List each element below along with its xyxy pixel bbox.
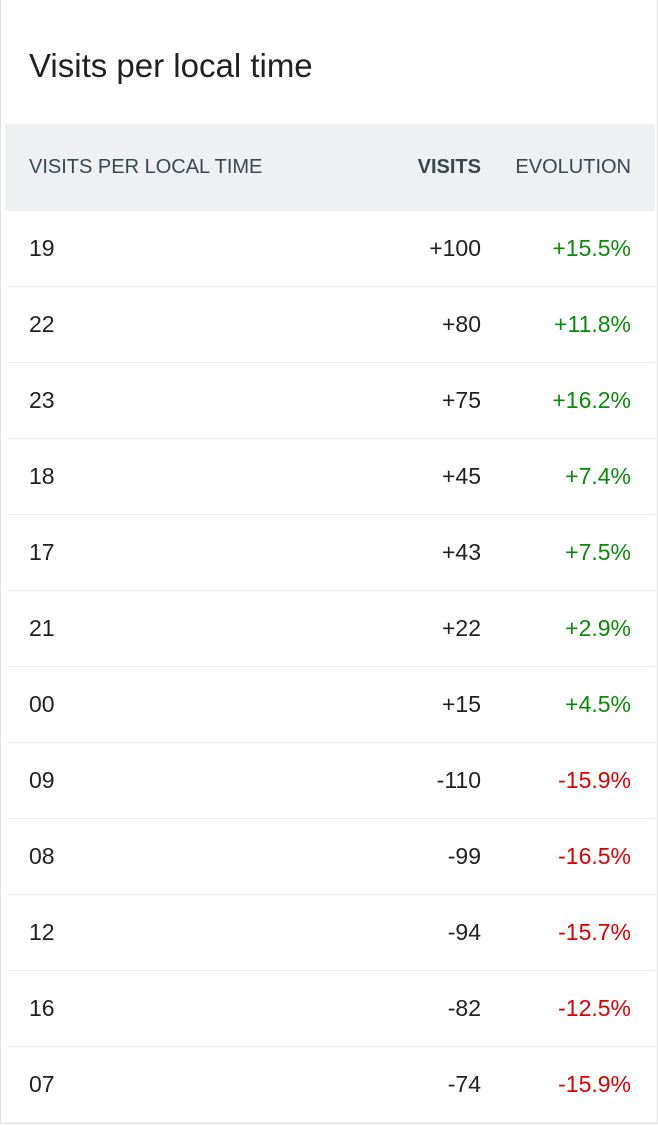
local-time-cell: 09 bbox=[5, 742, 359, 819]
local-time-cell: 18 bbox=[5, 438, 359, 515]
table-row: 12 -94 -15.7% bbox=[5, 894, 655, 971]
evolution-cell: -12.5% bbox=[481, 970, 655, 1047]
table-row: 22 +80 +11.8% bbox=[5, 286, 655, 363]
table-row: 00 +15 +4.5% bbox=[5, 666, 655, 743]
local-time-cell: 12 bbox=[5, 894, 359, 971]
local-time-cell: 07 bbox=[5, 1046, 359, 1123]
evolution-cell: +16.2% bbox=[481, 362, 655, 439]
table-row: 19 +100 +15.5% bbox=[5, 211, 655, 287]
visits-cell: +22 bbox=[359, 590, 481, 667]
card-title: Visits per local time bbox=[29, 47, 313, 84]
evolution-cell: +2.9% bbox=[481, 590, 655, 667]
table-body: 19 +100 +15.5% 22 +80 +11.8% 23 +75 +16.2% 18 +45 +… bbox=[5, 211, 655, 1123]
table-row: 09 -110 -15.9% bbox=[5, 742, 655, 819]
table-row: 23 +75 +16.2% bbox=[5, 362, 655, 439]
column-header[interactable]: VISITS PER LOCAL TIME bbox=[5, 124, 359, 211]
evolution-cell: +4.5% bbox=[481, 666, 655, 743]
local-time-cell: 08 bbox=[5, 818, 359, 895]
visits-cell: -110 bbox=[359, 742, 481, 819]
local-time-cell: 19 bbox=[5, 211, 359, 287]
evolution-cell: +15.5% bbox=[481, 211, 655, 287]
table-row: 16 -82 -12.5% bbox=[5, 970, 655, 1047]
evolution-cell: +7.5% bbox=[481, 514, 655, 591]
local-time-cell: 21 bbox=[5, 590, 359, 667]
evolution-cell: -16.5% bbox=[481, 818, 655, 895]
table-row: 08 -99 -16.5% bbox=[5, 818, 655, 895]
table-row: 17 +43 +7.5% bbox=[5, 514, 655, 591]
visits-cell: +45 bbox=[359, 438, 481, 515]
visits-cell: -74 bbox=[359, 1046, 481, 1123]
visits-cell: -82 bbox=[359, 970, 481, 1047]
table-row: 18 +45 +7.4% bbox=[5, 438, 655, 515]
visits-cell: +100 bbox=[359, 211, 481, 287]
local-time-cell: 22 bbox=[5, 286, 359, 363]
visits-cell: +80 bbox=[359, 286, 481, 363]
evolution-cell: +11.8% bbox=[481, 286, 655, 363]
visits-cell: +43 bbox=[359, 514, 481, 591]
visits-cell: -99 bbox=[359, 818, 481, 895]
local-time-cell: 00 bbox=[5, 666, 359, 743]
header-row: VISITS PER LOCAL TIME VISITS EVOLUTION bbox=[5, 124, 655, 211]
evolution-cell: -15.9% bbox=[481, 1046, 655, 1123]
table-row: 21 +22 +2.9% bbox=[5, 590, 655, 667]
visits-cell: +15 bbox=[359, 666, 481, 743]
report-table: VISITS PER LOCAL TIME VISITS EVOLUTION 19 +… bbox=[5, 124, 655, 1123]
local-time-cell: 16 bbox=[5, 970, 359, 1047]
visits-cell: -94 bbox=[359, 894, 481, 971]
local-time-cell: 23 bbox=[5, 362, 359, 439]
evolution-cell: -15.9% bbox=[481, 742, 655, 819]
local-time-cell: 17 bbox=[5, 514, 359, 591]
column-header[interactable]: EVOLUTION bbox=[481, 124, 655, 211]
table-row: 07 -74 -15.9% bbox=[5, 1046, 655, 1123]
visits-cell: +75 bbox=[359, 362, 481, 439]
column-header[interactable]: VISITS bbox=[359, 124, 481, 211]
evolution-cell: +7.4% bbox=[481, 438, 655, 515]
evolution-cell: -15.7% bbox=[481, 894, 655, 971]
